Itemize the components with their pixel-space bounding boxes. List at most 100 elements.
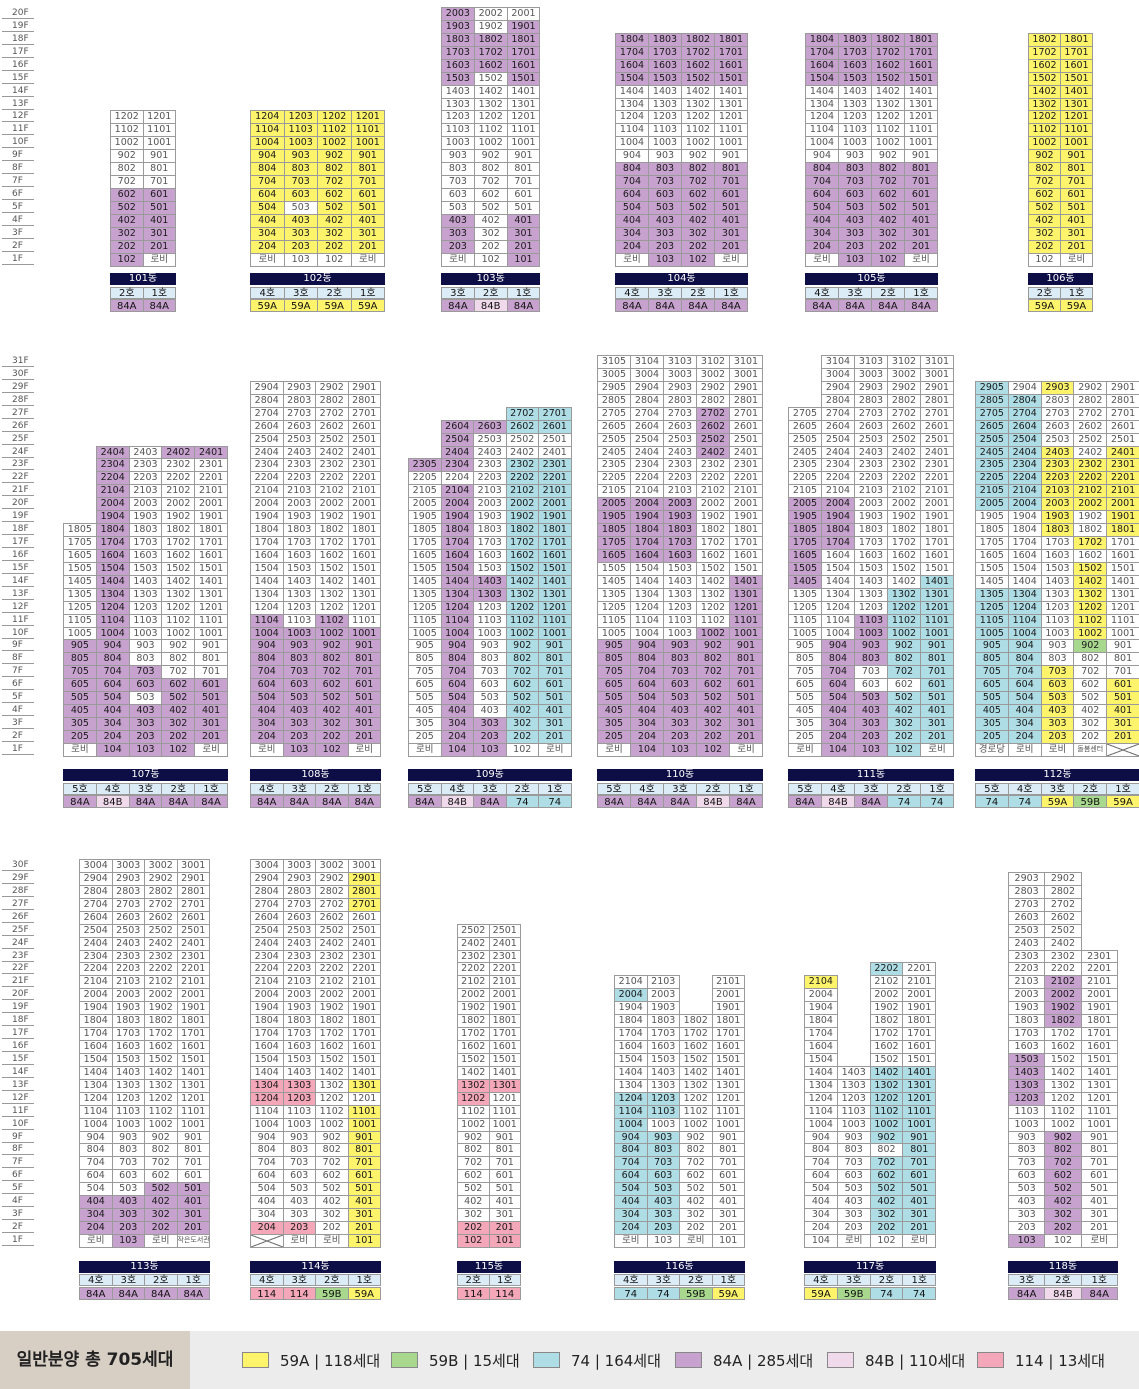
unit-cell[interactable]: 1303 (836, 1078, 871, 1093)
unit-cell[interactable]: 1501 (904, 71, 938, 86)
unit-cell[interactable]: 401 (194, 704, 228, 719)
unit-cell[interactable]: 2105 (597, 484, 631, 499)
unit-cell[interactable]: 404 (250, 704, 284, 719)
unit-cell[interactable]: 203 (854, 729, 888, 744)
unit-cell[interactable]: 1204 (1007, 600, 1042, 615)
unit-cell[interactable]: 402 (505, 704, 539, 719)
unit-cell[interactable]: 1403 (646, 1065, 680, 1080)
unit-cell[interactable]: 1001 (488, 1117, 521, 1132)
unit-cell[interactable]: 1201 (176, 1091, 210, 1106)
unit-cell[interactable]: 702 (161, 665, 196, 680)
unit-cell[interactable]: 1705 (408, 536, 442, 550)
unit-cell[interactable]: 801 (729, 652, 763, 667)
unit-cell[interactable]: 303 (646, 1208, 680, 1223)
unit-cell[interactable]: 201 (506, 239, 541, 254)
unit-cell[interactable]: 201 (347, 729, 381, 744)
unit-cell[interactable]: 601 (347, 1169, 381, 1184)
unit-cell[interactable]: 로비 (350, 252, 385, 267)
unit-cell[interactable]: 302 (1073, 717, 1108, 731)
unit-cell[interactable]: 804 (630, 652, 664, 667)
unit-cell[interactable]: 903 (648, 149, 682, 164)
unit-cell[interactable]: 1701 (488, 1027, 521, 1041)
unit-cell[interactable]: 205 (975, 729, 1009, 744)
unit-cell[interactable]: 1501 (1060, 71, 1093, 86)
unit-cell[interactable]: 2002 (505, 497, 539, 512)
unit-cell[interactable]: 1303 (854, 587, 888, 602)
unit-cell[interactable]: 2103 (1008, 975, 1046, 990)
unit-cell[interactable]: 1803 (282, 523, 316, 537)
unit-cell[interactable]: 2504 (1007, 432, 1042, 447)
unit-cell[interactable]: 2103 (1040, 484, 1075, 499)
unit-cell[interactable]: 704 (250, 175, 285, 189)
unit-cell[interactable]: 1405 (408, 574, 442, 589)
unit-cell[interactable]: 1505 (975, 561, 1009, 576)
unit-cell[interactable]: 1604 (805, 58, 839, 73)
unit-cell[interactable]: 2701 (538, 406, 572, 421)
unit-cell[interactable]: 702 (681, 175, 715, 189)
unit-cell[interactable]: 504 (250, 200, 285, 215)
unit-cell[interactable]: 302 (473, 226, 508, 241)
unit-cell[interactable]: 1003 (128, 626, 163, 641)
unit-cell[interactable]: 1801 (902, 1014, 937, 1029)
unit-cell[interactable]: 402 (1073, 704, 1108, 719)
unit-cell[interactable]: 2102 (869, 975, 904, 990)
unit-cell[interactable]: 2302 (887, 458, 921, 473)
unit-cell[interactable]: 2005 (597, 497, 631, 512)
unit-cell[interactable]: 903 (646, 1130, 680, 1145)
unit-cell[interactable]: 2001 (729, 497, 763, 512)
unit-cell[interactable]: 1702 (887, 536, 921, 550)
unit-cell[interactable]: 2303 (1008, 949, 1046, 964)
unit-cell[interactable]: 로비 (1040, 742, 1075, 757)
unit-cell[interactable]: 1303 (441, 97, 475, 112)
unit-cell[interactable]: 802 (1028, 162, 1061, 177)
unit-cell[interactable]: 2902 (315, 871, 349, 886)
unit-cell[interactable]: 2404 (250, 445, 284, 460)
unit-cell[interactable]: 2103 (646, 975, 680, 990)
unit-cell[interactable]: 1003 (282, 626, 316, 641)
unit-cell[interactable]: 1405 (975, 574, 1009, 589)
unit-cell[interactable]: 1601 (194, 548, 228, 563)
unit-cell[interactable]: 104 (821, 742, 855, 757)
unit-cell[interactable]: 2302 (457, 949, 490, 964)
unit-cell[interactable]: 902 (505, 639, 539, 654)
unit-cell[interactable]: 1103 (854, 613, 888, 628)
unit-cell[interactable]: 1503 (646, 1052, 680, 1067)
unit-cell[interactable]: 2504 (821, 432, 855, 447)
unit-cell[interactable]: 1802 (887, 523, 921, 537)
unit-cell[interactable]: 401 (729, 704, 763, 719)
unit-cell[interactable]: 401 (902, 1195, 937, 1210)
unit-cell[interactable]: 602 (869, 1169, 904, 1184)
unit-cell[interactable]: 2704 (250, 897, 284, 912)
unit-cell[interactable]: 1902 (869, 1001, 904, 1016)
unit-cell[interactable]: 2102 (887, 484, 921, 499)
unit-cell[interactable]: 3004 (821, 367, 855, 382)
unit-cell[interactable]: 2402 (887, 445, 921, 460)
unit-cell[interactable]: 2103 (282, 975, 316, 990)
unit-cell[interactable]: 1603 (1040, 548, 1075, 563)
unit-cell[interactable]: 402 (681, 213, 715, 228)
unit-cell[interactable]: 602 (1044, 1169, 1082, 1184)
unit-cell[interactable]: 1004 (79, 1117, 113, 1132)
unit-cell[interactable]: 103 (646, 1233, 680, 1248)
unit-cell[interactable]: 2701 (176, 897, 210, 912)
unit-cell[interactable]: 1905 (597, 510, 631, 525)
unit-cell[interactable]: 1501 (347, 561, 381, 576)
unit-cell[interactable]: 201 (1060, 239, 1093, 254)
unit-cell[interactable]: 501 (347, 1182, 381, 1197)
unit-cell[interactable]: 2104 (614, 975, 648, 990)
unit-cell[interactable]: 704 (250, 665, 284, 680)
unit-cell[interactable]: 2302 (161, 458, 196, 473)
unit-cell[interactable]: 403 (128, 704, 163, 719)
unit-cell[interactable]: 1504 (250, 561, 284, 576)
unit-cell[interactable]: 2904 (821, 380, 855, 395)
unit-cell[interactable]: 2204 (630, 471, 664, 486)
unit-cell[interactable]: 1902 (1073, 510, 1108, 525)
unit-cell[interactable]: 1603 (648, 58, 682, 73)
unit-cell[interactable]: 1803 (282, 1014, 316, 1029)
unit-cell[interactable]: 201 (902, 1221, 937, 1235)
unit-cell[interactable]: 2005 (788, 497, 822, 512)
unit-cell[interactable]: 2205 (597, 471, 631, 486)
unit-cell[interactable]: 2202 (144, 962, 178, 977)
unit-cell[interactable]: 2801 (347, 884, 381, 899)
unit-cell[interactable]: 1701 (904, 45, 938, 60)
